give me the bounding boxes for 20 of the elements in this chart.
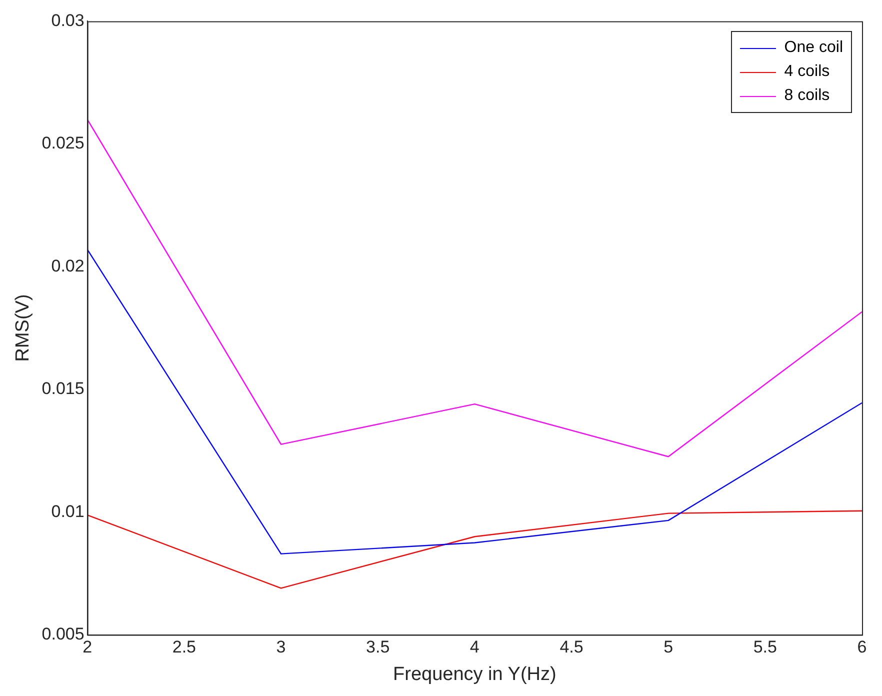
y-tick-label: 0.025	[42, 134, 84, 153]
legend-label: 8 coils	[784, 87, 830, 106]
x-tick-label: 5	[664, 638, 674, 657]
x-tick-label: 6	[857, 638, 867, 657]
y-tick-label: 0.005	[42, 624, 84, 644]
x-tick-label: 5.5	[753, 638, 777, 657]
x-tick-label: 2	[82, 638, 92, 657]
y-axis-title: RMS(V)	[12, 294, 34, 362]
y-tick-label: 0.015	[42, 379, 84, 398]
legend-label: One coil	[784, 39, 843, 58]
legend-label: 4 coils	[784, 63, 830, 82]
x-tick-label: 3	[276, 638, 286, 657]
x-axis-title: Frequency in Y(Hz)	[393, 664, 556, 685]
x-tick-label: 4	[470, 638, 480, 657]
y-tick-label: 0.03	[51, 10, 84, 30]
x-tick-label: 4.5	[560, 638, 584, 657]
x-tick-label: 2.5	[172, 638, 196, 657]
y-tick-label: 0.02	[51, 256, 84, 276]
y-tick-label: 0.01	[51, 502, 84, 521]
x-tick-label: 3.5	[366, 638, 390, 657]
